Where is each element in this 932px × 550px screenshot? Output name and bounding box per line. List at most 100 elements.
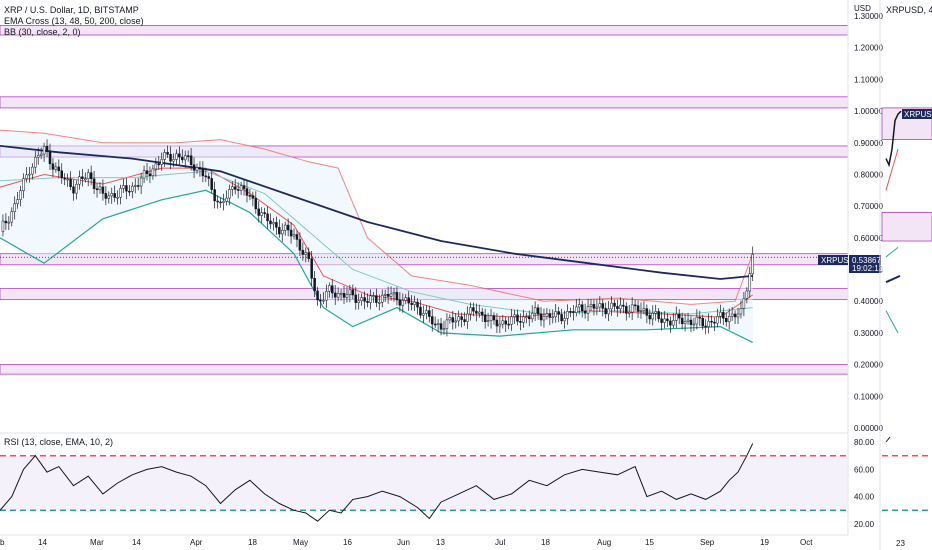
rsi-tick-label: 60.00 (854, 465, 875, 474)
candle-body (507, 323, 510, 326)
candle-body (139, 177, 143, 187)
candle-body (136, 185, 140, 187)
candle-body (657, 311, 660, 320)
price-tick-label: 0.10000 (854, 392, 883, 401)
candle-body (572, 311, 575, 313)
candle-body (569, 311, 572, 313)
candle-body (633, 304, 637, 307)
candle-body (260, 212, 263, 216)
time-tick-label: 19 (760, 538, 769, 547)
candle-body (516, 314, 519, 322)
candle-body (63, 177, 66, 180)
candle-body (198, 167, 202, 170)
candle-body (366, 301, 369, 303)
rsi-line (0, 443, 754, 522)
side-bb-lower (885, 310, 899, 334)
candle-body (654, 311, 657, 314)
candle-body (498, 323, 502, 327)
candle-body (298, 239, 302, 251)
candle-body (625, 306, 628, 314)
time-tick-label: Sep (700, 538, 715, 547)
candle-body (433, 323, 437, 326)
candle-body (610, 302, 613, 310)
time-tick-label: b (0, 538, 5, 547)
candle-body (304, 252, 308, 255)
side-symbol-tag-bg (902, 109, 932, 119)
candle-body (316, 290, 319, 301)
candle-body (275, 222, 278, 228)
candle-body (627, 311, 631, 314)
rsi-tick-label: 40.00 (854, 493, 875, 502)
candle-body (201, 168, 205, 177)
candle-body (119, 188, 122, 198)
bb-lower-line (0, 189, 753, 343)
rsi-axis: 80.00 60.00 40.00 20.00 (854, 438, 875, 529)
candle-body (713, 321, 716, 324)
candle-body (539, 313, 543, 321)
candle-body (104, 193, 108, 199)
time-axis: b 14 Mar 14 Apr 18 May 16 Jun 13 Jul 18 Aug 15 Sep 19 Oc… (0, 538, 813, 547)
candle-body (672, 320, 675, 326)
candle-body (698, 316, 702, 319)
bollinger-bands (0, 129, 754, 343)
candle-body (454, 320, 457, 323)
candle-body (401, 300, 405, 306)
indicator-ema-label[interactable]: EMA Cross (13, 48, 50, 200, close) (4, 16, 144, 26)
candle-body (266, 213, 269, 222)
candle-body (22, 178, 25, 192)
candle-body (189, 155, 193, 165)
zone-0 (0, 25, 849, 36)
candle-body (651, 312, 654, 320)
candle-body (175, 153, 178, 160)
candle-body (369, 295, 372, 303)
candle-body (125, 185, 128, 192)
candle-body (533, 307, 537, 314)
candle-body (1, 220, 5, 232)
candle-body (701, 317, 704, 327)
candle-body (586, 306, 590, 314)
price-tick-label: 0.20000 (854, 361, 883, 370)
candle-body (39, 153, 43, 156)
time-tick-label: 16 (343, 538, 352, 547)
candle-body (151, 168, 155, 177)
candle-body (504, 320, 507, 325)
time-tick-label: 18 (541, 538, 550, 547)
candle-body (351, 289, 355, 296)
price-tag-value: 0.53867 (852, 256, 881, 265)
candle-body (439, 323, 443, 330)
indicator-bb-label[interactable]: BB (30, close, 2, 0) (4, 27, 81, 37)
price-tick-label: 0.00000 (854, 424, 883, 433)
candle-body (331, 285, 334, 294)
candle-body (419, 306, 422, 316)
candle-body (733, 313, 737, 318)
candle-body (386, 294, 390, 297)
candle-body (463, 319, 466, 322)
candle-body (472, 307, 475, 312)
candle-body (233, 186, 237, 190)
candle-body (354, 294, 358, 303)
candle-body (66, 178, 69, 181)
side-chart-title: XRPUSD, 4h, I (886, 5, 932, 15)
ema-fast-line (0, 167, 753, 318)
side-symbol-tag: XRPUSD (904, 110, 932, 119)
candle-body (25, 174, 28, 179)
candle-body (395, 292, 399, 301)
candle-body (489, 315, 493, 321)
rsi-pane: RSI (13, close, EMA, 10, 2) 80.00 60.00 40… (0, 432, 875, 529)
candle-body (716, 316, 719, 324)
candle-body (725, 317, 728, 322)
candle-body (363, 297, 366, 302)
side-lines (882, 110, 932, 512)
candle-body (157, 163, 161, 166)
candle-body (677, 313, 681, 319)
candle-body (575, 306, 578, 313)
candle-body (128, 190, 131, 193)
candle-body (680, 317, 684, 324)
candle-body (486, 320, 490, 322)
side-time-tick: 23 (896, 539, 905, 548)
candle-body (525, 316, 528, 318)
candle-body (7, 221, 11, 224)
candle-body (148, 173, 152, 177)
candle-body (34, 156, 37, 168)
